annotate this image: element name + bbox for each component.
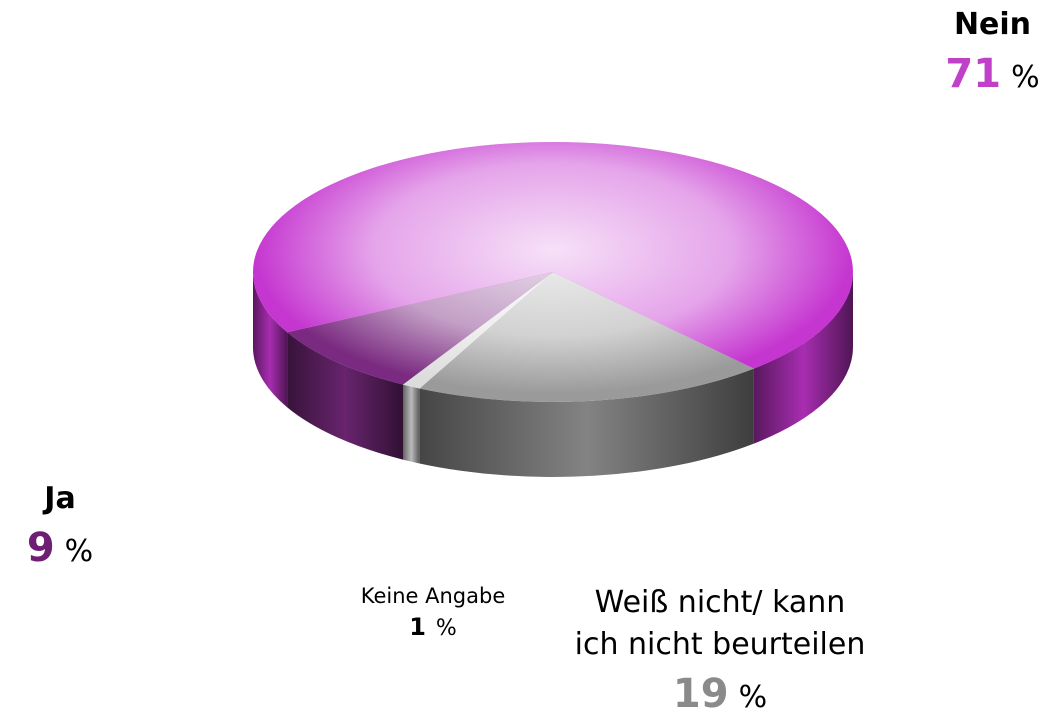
slice-glow (403, 272, 553, 389)
slice-label: Weiß nicht/ kann ich nicht beurteilen 19% (545, 582, 895, 719)
value-row: 9% (0, 520, 120, 576)
side-shade (403, 384, 420, 464)
unit-label: % (64, 534, 94, 569)
category-label: Ja (44, 481, 76, 516)
slice-glow (419, 272, 754, 402)
category-label: Weiß nicht/ kann ich nicht beurteilen (574, 585, 866, 662)
slice-label: Keine Angabe 1% (333, 582, 533, 645)
value-label: 71 (945, 51, 1002, 97)
slice-label: Ja 9% (0, 478, 120, 576)
slice-glow (252, 141, 853, 369)
value-label: 1 (409, 613, 426, 642)
value-row: 1% (333, 611, 533, 645)
side-shade (287, 332, 403, 460)
side-shade (253, 272, 288, 408)
slice-glow (287, 272, 553, 385)
category-label: Keine Angabe (360, 584, 506, 608)
value-row: 19% (545, 666, 895, 719)
slice-label: Nein 71% (930, 4, 1055, 102)
value-label: 19 (672, 671, 729, 717)
unit-label: % (1011, 60, 1040, 95)
side-shade (419, 368, 754, 477)
side-shade (753, 272, 854, 444)
category-label: Nein (953, 7, 1032, 42)
value-row: 71% (930, 46, 1055, 102)
value-label: 9 (26, 525, 55, 571)
unit-label: % (435, 616, 457, 642)
unit-label: % (738, 680, 768, 715)
